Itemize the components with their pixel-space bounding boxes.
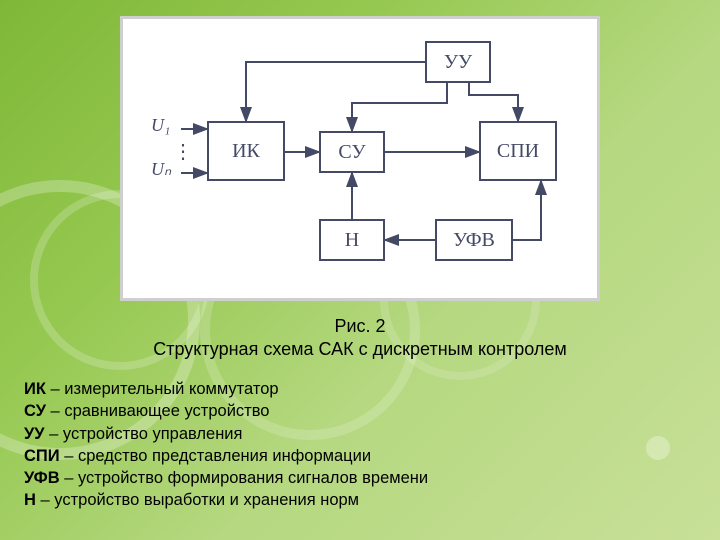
- diagram-card: U₁ Uₙ ⋮ ИК СУ УУ СПИ Н УФВ: [120, 16, 600, 301]
- legend-item: ИК – измерительный коммутатор: [24, 378, 428, 400]
- legend-desc: – устройство формирования сигналов време…: [60, 469, 428, 487]
- legend-item: СУ – сравнивающее устройство: [24, 400, 428, 422]
- legend-item: УФВ – устройство формирования сигналов в…: [24, 467, 428, 489]
- legend-item: УУ – устройство управления: [24, 423, 428, 445]
- legend-abbr: ИК: [24, 380, 46, 398]
- legend-desc: – устройство выработки и хранения норм: [36, 491, 359, 509]
- caption-line2: Структурная схема САК с дискретным контр…: [0, 338, 720, 361]
- legend-desc: – сравнивающее устройство: [46, 402, 270, 420]
- block-diagram: U₁ Uₙ ⋮ ИК СУ УУ СПИ Н УФВ: [147, 27, 579, 291]
- diagram-arrows: [147, 27, 579, 291]
- legend-item: СПИ – средство представления информации: [24, 445, 428, 467]
- legend-abbr: СУ: [24, 402, 46, 420]
- legend-abbr: СПИ: [24, 447, 60, 465]
- legend: ИК – измерительный коммутаторСУ – сравни…: [24, 378, 428, 512]
- caption-line1: Рис. 2: [0, 315, 720, 338]
- legend-desc: – средство представления информации: [60, 447, 371, 465]
- legend-abbr: УФВ: [24, 469, 60, 487]
- legend-abbr: УУ: [24, 425, 45, 443]
- figure-caption: Рис. 2 Структурная схема САК с дискретны…: [0, 315, 720, 362]
- legend-desc: – измерительный коммутатор: [46, 380, 279, 398]
- legend-abbr: Н: [24, 491, 36, 509]
- legend-item: Н – устройство выработки и хранения норм: [24, 489, 428, 511]
- bg-dot: [646, 436, 670, 460]
- legend-desc: – устройство управления: [45, 425, 243, 443]
